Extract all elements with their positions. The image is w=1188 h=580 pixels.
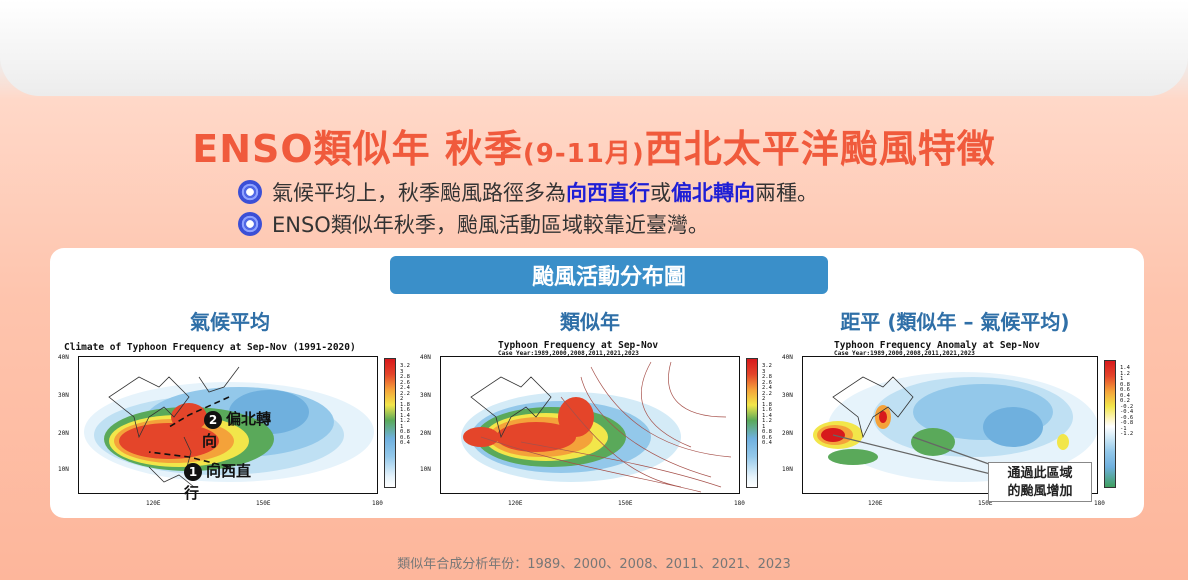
- callout-box: 通過此區域 的颱風增加: [988, 462, 1092, 502]
- title-suffix: 西北太平洋颱風特徵: [644, 127, 996, 171]
- analog-frequency-map: [440, 356, 740, 494]
- bullet-text: 氣候平均上，秋季颱風路徑多為: [272, 181, 566, 205]
- lat-tick: 30N: [58, 392, 69, 399]
- lat-tick: 20N: [420, 430, 431, 437]
- callout-line: 通過此區域: [1007, 466, 1073, 481]
- column-title-anomaly: 距平 (類似年 – 氣候平均): [840, 310, 1070, 334]
- anomaly-colorbar: [1104, 360, 1116, 488]
- footnote: 類似年合成分析年份：1989、2000、2008、2011、2021、2023: [397, 557, 791, 572]
- anomaly-map: [802, 356, 1098, 494]
- column-title-climate: 氣候平均: [190, 310, 270, 334]
- panel-header: 颱風活動分布圖: [390, 256, 828, 294]
- callout-line: 的颱風增加: [1007, 484, 1073, 499]
- map-title: Climate of Typhoon Frequency at Sep-Nov …: [64, 342, 356, 353]
- annotation-west-straight-cont: 行: [184, 484, 200, 502]
- colorbar-labels: 3.2 3 2.8 2.6 2.4 2.2 2 1.8 1.6 1.4 1.2 1 0.8 0.6 0.4: [400, 363, 410, 446]
- lon-tick: 180: [734, 500, 745, 507]
- colorbar: [746, 358, 758, 488]
- lat-tick: 30N: [782, 392, 793, 399]
- highlight-north: 偏北轉向: [671, 181, 755, 205]
- map-title: Typhoon Frequency Anomaly at Sep-Nov: [834, 340, 1040, 351]
- bullet-list: 氣候平均上，秋季颱風路徑多為 向西直行或偏北轉向 兩種。 ENSO類似年秋季，颱風活…: [238, 176, 818, 240]
- lat-tick: 40N: [782, 354, 793, 361]
- lat-tick: 20N: [58, 430, 69, 437]
- bullet-item: ENSO類似年秋季，颱風活動區域較靠近臺灣。: [238, 208, 818, 240]
- title-months: (9-11月): [522, 139, 645, 169]
- bullet-text: 兩種。: [755, 181, 818, 205]
- distribution-panel: 颱風活動分布圖 氣候平均 類似年 距平 (類似年 – 氣候平均) Climate…: [50, 248, 1144, 518]
- title-prefix: ENSO類似年 秋季: [192, 127, 523, 171]
- lat-tick: 40N: [420, 354, 431, 361]
- lat-tick: 20N: [782, 430, 793, 437]
- annotation-west-straight: 1 向西直: [184, 460, 251, 481]
- lon-tick: 120E: [508, 500, 523, 507]
- column-title-analog: 類似年: [560, 310, 620, 334]
- annotation-north-turn: 2 偏北轉: [204, 408, 271, 429]
- lon-tick: 120E: [146, 500, 161, 507]
- map-title: Typhoon Frequency at Sep-Nov: [498, 340, 659, 351]
- lat-tick: 40N: [58, 354, 69, 361]
- lat-tick: 10N: [58, 466, 69, 473]
- page-title: ENSO類似年 秋季(9-11月)西北太平洋颱風特徵: [0, 118, 1188, 173]
- annotation-north-turn-cont: 向: [202, 432, 218, 450]
- lat-tick: 10N: [420, 466, 431, 473]
- lon-tick: 120E: [868, 500, 883, 507]
- lon-tick: 150E: [256, 500, 271, 507]
- map-subtitle: Case Year:1989,2000,2008,2011,2021,2023: [498, 350, 639, 357]
- bullet-text: 或: [650, 181, 671, 205]
- typhoon-icon: [238, 180, 262, 204]
- bullet-text: ENSO類似年秋季，颱風活動區域較靠近臺灣。: [272, 213, 709, 237]
- typhoon-icon: [238, 212, 262, 236]
- lat-tick: 30N: [420, 392, 431, 399]
- top-banner-band: [0, 0, 1188, 96]
- bullet-item: 氣候平均上，秋季颱風路徑多為 向西直行或偏北轉向 兩種。: [238, 176, 818, 208]
- highlight-west: 向西直行: [566, 181, 650, 205]
- map-subtitle: Case Year:1989,2000,2008,2011,2021,2023: [834, 350, 975, 357]
- colorbar-labels: 3.2 3 2.8 2.6 2.4 2.2 2 1.8 1.6 1.4 1.2 1 0.8 0.6 0.4: [762, 363, 772, 446]
- lat-tick: 10N: [782, 466, 793, 473]
- lon-tick: 150E: [978, 500, 993, 507]
- colorbar: [384, 358, 396, 488]
- lon-tick: 150E: [618, 500, 633, 507]
- colorbar-labels: 1.4 1.2 1 0.8 0.6 0.4 0.2 -0.2 -0.4 -0.6 -0.8 -1 -1.…: [1120, 365, 1134, 437]
- lon-tick: 180: [1094, 500, 1105, 507]
- lon-tick: 180: [372, 500, 383, 507]
